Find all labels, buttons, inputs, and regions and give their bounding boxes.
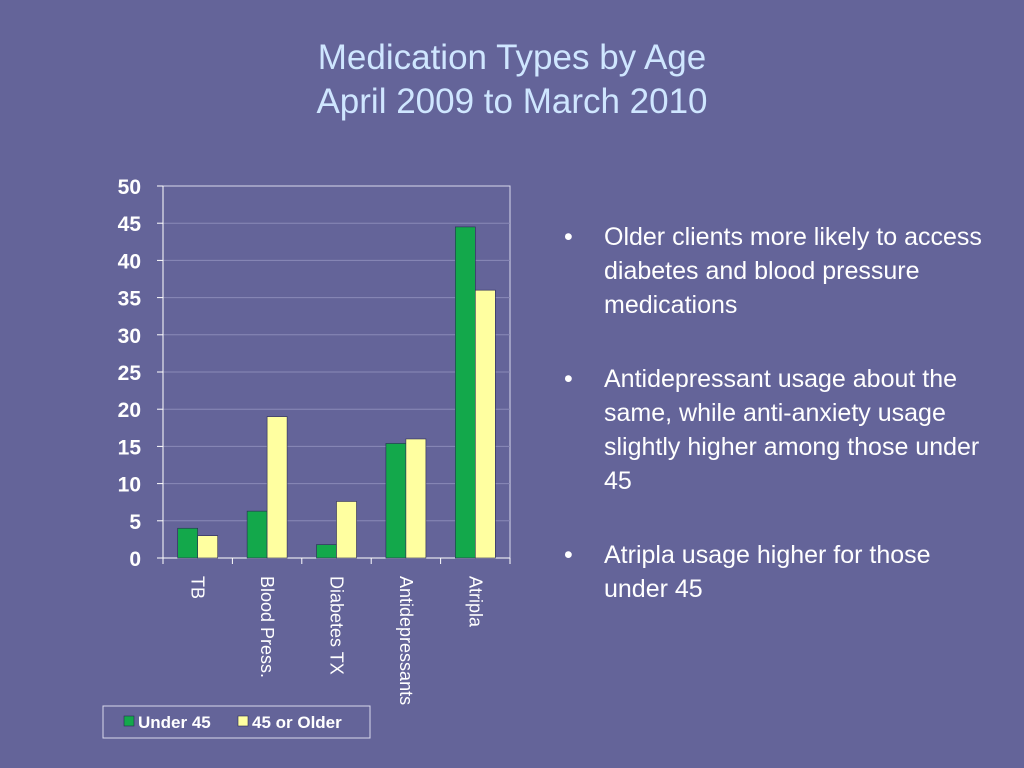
y-tick-label: 45 xyxy=(118,213,142,236)
y-tick-label: 35 xyxy=(118,288,142,311)
bullet-item: • Atripla usage higher for those under 45 xyxy=(560,538,1000,606)
y-tick-label: 15 xyxy=(118,436,142,459)
legend-label: Under 45 xyxy=(138,713,211,732)
x-category-label: Blood Press. xyxy=(257,576,277,678)
title-line-2: April 2009 to March 2010 xyxy=(316,82,708,121)
bar-45-or-older xyxy=(405,438,427,559)
bullet-list: • Older clients more likely to access dia… xyxy=(560,220,1000,646)
bullet-item: • Antidepressant usage about the same, wh… xyxy=(560,362,1000,498)
bar-45-or-older xyxy=(266,416,288,559)
y-tick-label: 40 xyxy=(118,250,141,273)
bar-45-or-older xyxy=(197,535,218,559)
legend-swatch xyxy=(237,715,249,727)
x-category-label: Antidepressants xyxy=(396,576,416,705)
bar-45-or-older xyxy=(474,289,496,559)
bullet-icon: • xyxy=(564,223,573,251)
y-tick-label: 50 xyxy=(118,176,141,199)
x-category-label: Atripla xyxy=(465,576,485,628)
bar-under-45 xyxy=(454,226,476,559)
bullet-text: Older clients more likely to access diab… xyxy=(604,223,982,319)
y-tick-label: 5 xyxy=(129,511,141,534)
bullet-icon: • xyxy=(564,365,573,393)
bullet-icon: • xyxy=(564,541,573,569)
x-category-label: Diabetes TX xyxy=(327,576,347,675)
bar-under-45 xyxy=(316,544,337,559)
bar-under-45 xyxy=(246,510,268,559)
legend-box xyxy=(102,705,371,739)
bullet-text: Atripla usage higher for those under 45 xyxy=(604,541,931,603)
bullet-item: • Older clients more likely to access dia… xyxy=(560,220,1000,322)
y-tick-label: 20 xyxy=(118,399,141,422)
bar-under-45 xyxy=(385,443,407,559)
y-tick-label: 25 xyxy=(118,362,142,385)
slide-title: Medication Types by Age April 2009 to Ma… xyxy=(0,36,1024,124)
title-line-1: Medication Types by Age xyxy=(317,38,707,77)
y-tick-label: 0 xyxy=(129,548,141,571)
y-tick-label: 30 xyxy=(118,325,141,348)
bullet-text: Antidepressant usage about the same, whi… xyxy=(604,365,980,495)
y-tick-label: 10 xyxy=(118,474,141,497)
bar-45-or-older xyxy=(336,501,357,559)
legend-swatch xyxy=(123,715,135,727)
x-category-label: TB xyxy=(188,576,208,599)
legend-label: 45 or Older xyxy=(252,713,342,732)
bar-under-45 xyxy=(177,527,198,559)
